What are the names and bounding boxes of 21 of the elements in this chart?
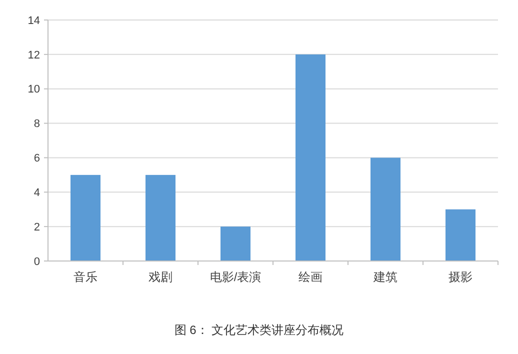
bar bbox=[296, 54, 326, 261]
x-tick-label: 电影/表演 bbox=[210, 270, 262, 284]
y-tick-label: 8 bbox=[34, 118, 40, 130]
x-tick-label: 戏剧 bbox=[148, 270, 172, 284]
y-tick-label: 12 bbox=[28, 49, 40, 62]
x-tick-label: 建筑 bbox=[372, 270, 398, 284]
bar bbox=[70, 174, 100, 261]
bar bbox=[370, 158, 400, 261]
bar bbox=[446, 209, 476, 261]
x-tick-label: 音乐 bbox=[74, 270, 98, 284]
text: 图 6： 文化艺术类讲座分布概况 bbox=[174, 323, 344, 337]
y-tick-label: 6 bbox=[34, 152, 40, 165]
y-tick-label: 4 bbox=[34, 186, 40, 199]
y-tick-label: 2 bbox=[34, 221, 40, 234]
bar bbox=[220, 226, 250, 261]
y-tick-label: 0 bbox=[34, 256, 40, 268]
y-tick-label: 14 bbox=[28, 14, 40, 27]
x-tick-label: 摄影 bbox=[448, 270, 472, 284]
bar bbox=[146, 174, 176, 261]
y-tick-label: 10 bbox=[28, 84, 40, 96]
x-tick-label: 绘画 bbox=[298, 270, 322, 284]
